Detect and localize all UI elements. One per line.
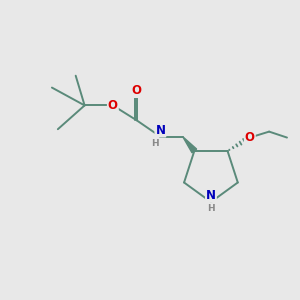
Text: H: H bbox=[207, 204, 215, 213]
Text: O: O bbox=[132, 84, 142, 97]
Text: H: H bbox=[151, 139, 159, 148]
Text: N: N bbox=[155, 124, 165, 136]
Polygon shape bbox=[183, 136, 196, 153]
Text: O: O bbox=[245, 131, 255, 144]
Text: O: O bbox=[108, 99, 118, 112]
Text: N: N bbox=[206, 189, 216, 202]
